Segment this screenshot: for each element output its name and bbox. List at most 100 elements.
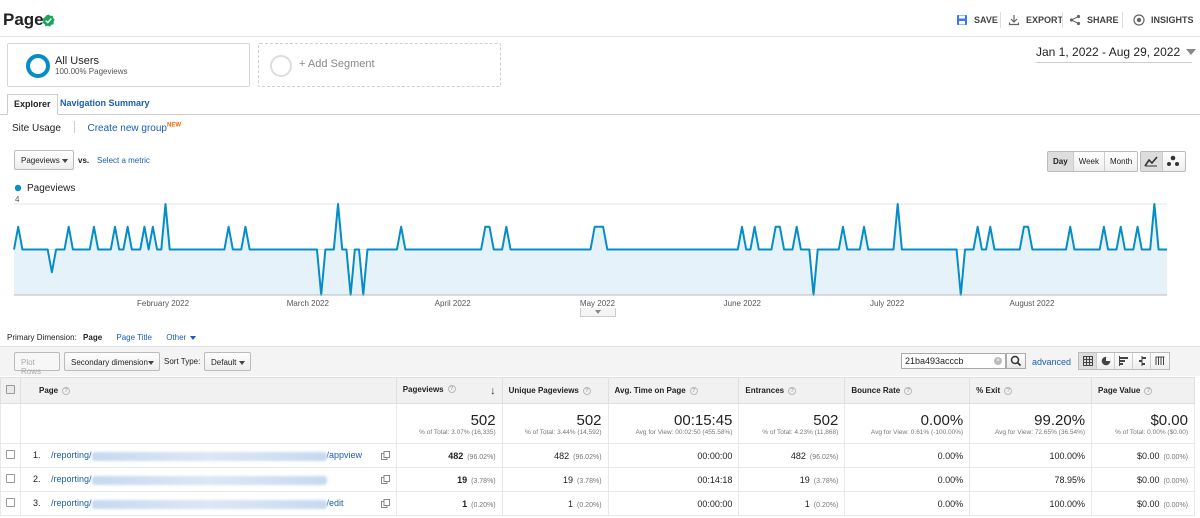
export-button[interactable]: EXPORT xyxy=(1008,14,1063,26)
comparison-view-button[interactable] xyxy=(1133,353,1151,369)
chart-collapse-handle[interactable] xyxy=(580,308,616,317)
metric-select-value: Pageviews xyxy=(21,156,60,165)
create-new-group-link[interactable]: Create new group xyxy=(87,123,167,134)
dimension-page-title[interactable]: Page Title xyxy=(116,333,152,342)
motion-chart-button[interactable] xyxy=(1163,152,1185,171)
dimension-page[interactable]: Page xyxy=(83,333,103,342)
table-row[interactable]: 2./reporting/19 (3.78%) 19 (3.78%) 00:14:18 1… xyxy=(0,467,1195,492)
col-page-value[interactable]: Page Value? xyxy=(1091,377,1195,404)
clear-search-icon[interactable]: × xyxy=(994,357,1002,365)
save-button[interactable]: SAVE xyxy=(956,14,998,26)
page-value-cell: $0.00 (0.00%) xyxy=(1091,467,1195,492)
table-search-input[interactable]: 21ba493acccb × xyxy=(901,353,1006,369)
segment-name: All Users xyxy=(55,55,100,67)
tab-navigation-summary[interactable]: Navigation Summary xyxy=(60,98,150,108)
divider xyxy=(1122,12,1123,28)
col-avg-time[interactable]: Avg. Time on Page? xyxy=(607,377,740,404)
insights-button[interactable]: INSIGHTS xyxy=(1133,14,1194,26)
col-unique-pageviews[interactable]: Unique Pageviews? xyxy=(501,377,609,404)
segment-subtitle: 100.00% Pageviews xyxy=(55,67,128,76)
total-pageviews: 502% of Total: 3.07% (16,335) xyxy=(395,403,503,444)
secondary-dimension-select[interactable]: Secondary dimension xyxy=(64,352,160,371)
bounce-rate-cell: 0.00% xyxy=(844,467,971,492)
plot-rows-button[interactable]: Plot Rows xyxy=(14,352,60,376)
report-tabs: Explorer Navigation Summary xyxy=(0,94,1200,115)
open-page-icon[interactable] xyxy=(380,451,390,462)
col-entrances[interactable]: Entrances? xyxy=(738,377,846,404)
pie-chart-icon xyxy=(1101,356,1110,366)
pageviews-cell: 482 (96.02%) xyxy=(395,443,503,468)
table-row[interactable]: 1./reporting//appview 482 (96.02%) 482 (96.0… xyxy=(0,443,1195,468)
performance-view-button[interactable] xyxy=(1115,353,1133,369)
segment-all-users[interactable]: All Users 100.00% Pageviews xyxy=(7,43,250,87)
date-range-picker[interactable]: Jan 1, 2022 - Aug 29, 2022 xyxy=(1036,45,1196,63)
search-button[interactable] xyxy=(1006,353,1026,369)
page-link[interactable]: /reporting//appview xyxy=(50,450,363,461)
col-page[interactable]: Page? xyxy=(19,377,397,404)
share-button[interactable]: SHARE xyxy=(1069,14,1119,26)
subtab-site-usage[interactable]: Site Usage xyxy=(12,123,61,134)
bounce-rate-cell: 0.00% xyxy=(844,491,971,516)
help-icon: ? xyxy=(689,386,698,395)
advanced-filter-link[interactable]: advanced xyxy=(1032,357,1072,367)
select-metric-link[interactable]: Select a metric xyxy=(97,156,150,165)
avg-time-cell: 00:14:18 xyxy=(607,467,740,492)
sort-descending-icon: ↓ xyxy=(490,384,496,397)
x-tick-label: March 2022 xyxy=(287,299,330,308)
divider xyxy=(1000,12,1001,28)
row-index: 3. xyxy=(32,498,41,509)
data-table-view-button[interactable] xyxy=(1079,353,1097,369)
month-button[interactable]: Month xyxy=(1110,157,1133,166)
table-view-toggle xyxy=(1078,352,1170,370)
avg-time-cell: 00:00:00 xyxy=(607,443,740,468)
redacted-path xyxy=(91,499,327,509)
col-bounce-rate[interactable]: Bounce Rate? xyxy=(844,377,971,404)
day-button[interactable]: Day xyxy=(1048,152,1074,171)
pageviews-cell: 1 (0.20%) xyxy=(395,491,503,516)
insights-icon xyxy=(1133,14,1145,26)
exit-cell: 100.00% xyxy=(969,491,1093,516)
tab-explorer[interactable]: Explorer xyxy=(7,94,58,115)
page-cell: 3. /reporting//edit xyxy=(19,491,397,516)
divider xyxy=(73,121,75,133)
sort-type-select[interactable]: Default xyxy=(204,352,251,371)
metric-select[interactable]: Pageviews xyxy=(14,150,74,170)
line-chart-button[interactable] xyxy=(1141,152,1163,171)
row-checkbox[interactable] xyxy=(0,491,21,516)
row-checkbox[interactable] xyxy=(0,467,21,492)
totals-row: 502% of Total: 3.07% (16,335) 502% of To… xyxy=(0,403,1195,444)
pivot-view-button[interactable] xyxy=(1151,353,1169,369)
help-icon: ? xyxy=(447,385,456,394)
granularity-toggle: Day Week Month xyxy=(1047,151,1139,172)
open-page-icon[interactable] xyxy=(380,475,390,486)
week-button[interactable]: Week xyxy=(1074,152,1105,171)
col-pageviews[interactable]: Pageviews? ↓ xyxy=(395,377,503,404)
page-link[interactable]: /reporting//edit xyxy=(50,498,344,509)
sort-type-label: Sort Type: xyxy=(164,357,201,366)
sort-type-value: Default xyxy=(211,358,237,367)
total-exit: 99.20% Avg for View: 72.65% (36.54%) xyxy=(969,403,1093,444)
chart-type-toggle xyxy=(1140,151,1186,172)
page-cell: 1. /reporting//appview xyxy=(19,443,397,468)
entrances-cell: 19 (3.78%) xyxy=(738,467,846,492)
exit-cell: 100.00% xyxy=(969,443,1093,468)
divider xyxy=(1062,12,1063,28)
open-page-icon[interactable] xyxy=(380,499,390,510)
row-index: 2. xyxy=(32,474,41,485)
line-chart-icon xyxy=(1144,156,1158,167)
pageviews-cell: 19 (3.78%) xyxy=(395,467,503,492)
select-all-checkbox[interactable] xyxy=(0,377,21,404)
pie-view-button[interactable] xyxy=(1097,353,1115,369)
explorer-subtabs: Site Usage Create new groupNEW xyxy=(12,121,181,134)
col-exit[interactable]: % Exit? xyxy=(969,377,1093,404)
help-icon: ? xyxy=(1004,386,1013,395)
table-row[interactable]: 3./reporting//edit 1 (0.20%) 1 (0.20%) 00:00:… xyxy=(0,491,1195,516)
unique-pageviews-cell: 482 (96.02%) xyxy=(501,443,609,468)
dimension-other[interactable]: Other xyxy=(166,333,187,342)
page-link[interactable]: /reporting/ xyxy=(51,474,327,485)
add-segment-button[interactable]: + Add Segment xyxy=(258,43,501,87)
x-tick-label: April 2022 xyxy=(435,299,472,308)
total-page-value: $0.00% of Total: 0.00% ($0.00) xyxy=(1091,403,1195,444)
row-checkbox[interactable] xyxy=(0,443,21,468)
